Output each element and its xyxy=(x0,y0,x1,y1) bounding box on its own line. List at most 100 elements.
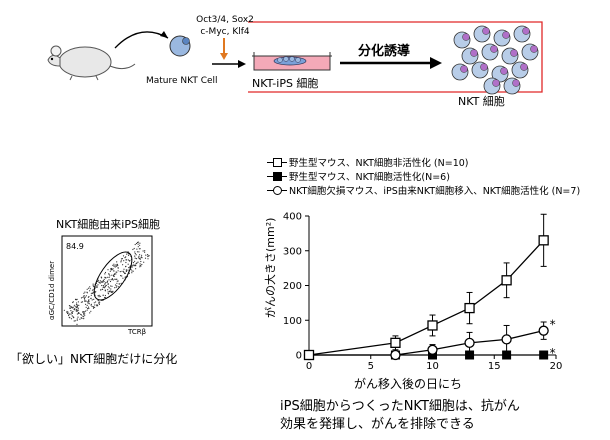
flow-dot xyxy=(74,308,76,310)
reprogramming-factors: Oct3/4, Sox2 c-Myc, Klf4 xyxy=(190,14,260,38)
nkt-cell-nucleus-icon xyxy=(482,27,490,35)
x-tick-label: 15 xyxy=(488,361,501,372)
flow-dot xyxy=(145,254,147,256)
flow-dot xyxy=(139,264,141,267)
flow-dot xyxy=(147,258,149,260)
flow-dot xyxy=(137,261,139,263)
flow-dot xyxy=(109,280,112,283)
flow-dot xyxy=(104,273,106,275)
flow-dot xyxy=(139,263,141,265)
nkt-cell-nucleus-icon xyxy=(492,79,500,87)
flow-dot xyxy=(84,310,87,312)
flow-dot xyxy=(120,260,122,262)
flow-dot xyxy=(68,314,70,317)
flow-dot xyxy=(147,254,149,256)
nkt-cell-nucleus-icon xyxy=(502,31,510,39)
flow-dot xyxy=(124,272,126,275)
flow-dot xyxy=(86,292,88,294)
data-point xyxy=(390,337,401,348)
data-point xyxy=(427,344,438,355)
data-point xyxy=(464,337,475,348)
flow-dot xyxy=(95,291,97,293)
flow-dot xyxy=(77,309,79,312)
data-point xyxy=(502,350,512,360)
flow-dot xyxy=(113,275,115,277)
flow-dot xyxy=(72,301,74,304)
flow-dot xyxy=(132,264,134,266)
flow-dot xyxy=(129,266,131,268)
flow-dot xyxy=(107,289,109,291)
nkt-cell-nucleus-icon xyxy=(530,45,538,53)
arrow-icon xyxy=(238,60,246,68)
flow-dot xyxy=(90,310,92,312)
flow-dot xyxy=(134,251,136,253)
flow-dot xyxy=(116,271,118,273)
flow-dot xyxy=(144,250,146,252)
flow-dot xyxy=(131,265,133,267)
legend-label-3: NKT細胞欠損マウス、iPS由来NKT細胞移入、NKT細胞活性化 (N=7) xyxy=(289,186,581,197)
differentiation-label: 分化誘導 xyxy=(358,44,411,59)
flow-dot xyxy=(89,286,91,288)
flow-dot xyxy=(117,270,119,272)
flow-dot xyxy=(104,294,106,297)
flow-xlabel: TCRβ xyxy=(128,328,147,336)
flow-dot xyxy=(113,270,115,272)
flow-dot xyxy=(89,312,91,314)
ips-label: NKT-iPS 細胞 xyxy=(252,77,319,90)
flow-dot xyxy=(140,260,142,263)
flow-dot xyxy=(138,257,140,260)
flow-dot xyxy=(110,279,112,281)
flow-dot xyxy=(87,306,90,308)
flow-dot xyxy=(99,280,101,282)
flow-dot xyxy=(108,276,110,278)
flow-dot xyxy=(113,274,115,276)
flow-dot xyxy=(137,243,139,245)
flow-dots xyxy=(63,241,150,325)
flow-dot xyxy=(122,270,125,272)
flow-dot xyxy=(124,276,126,278)
flow-dot xyxy=(128,254,130,256)
flow-dot xyxy=(83,316,85,318)
mature-cell-icon xyxy=(169,35,191,57)
flow-dot xyxy=(98,294,100,296)
flow-dot xyxy=(78,304,80,306)
flow-dot xyxy=(87,287,90,289)
flow-dot xyxy=(96,286,98,288)
flow-dot xyxy=(103,278,105,280)
flow-dot xyxy=(113,265,115,267)
flow-dot xyxy=(85,303,87,305)
flow-dot xyxy=(71,311,73,313)
nkt-cell-nucleus-icon xyxy=(470,49,478,57)
flow-dot xyxy=(102,286,104,288)
flow-dot xyxy=(105,277,107,279)
flow-dot xyxy=(87,301,89,303)
flow-dot xyxy=(120,282,122,284)
flow-dot xyxy=(84,314,86,316)
flow-dot xyxy=(134,257,136,259)
flow-dot xyxy=(97,305,99,307)
flow-dot xyxy=(139,254,141,256)
flow-dot xyxy=(78,312,80,315)
nkt-cell-nucleus-icon xyxy=(500,67,508,75)
flow-dot xyxy=(111,291,113,293)
y-tick-label: 100 xyxy=(283,316,302,327)
flow-dot xyxy=(117,286,119,288)
flow-dot xyxy=(136,262,138,264)
flow-dot xyxy=(83,318,85,320)
legend-item-3: NKT細胞欠損マウス、iPS由来NKT細胞移入、NKT細胞活性化 (N=7) xyxy=(267,183,580,197)
flow-dot xyxy=(116,282,118,284)
data-point xyxy=(390,349,401,361)
flow-dot xyxy=(109,270,111,272)
data-point xyxy=(465,350,475,360)
flow-dot xyxy=(134,243,136,246)
flow-dot xyxy=(104,282,106,284)
flow-dot xyxy=(126,253,128,255)
flow-dot xyxy=(93,298,95,300)
filled-square-marker-icon xyxy=(267,171,287,181)
factors-line-2: c-Myc, Klf4 xyxy=(200,27,250,37)
flow-dot xyxy=(98,281,100,284)
flow-dot xyxy=(79,318,81,320)
flow-dot xyxy=(80,301,82,303)
flow-dot xyxy=(131,272,133,274)
